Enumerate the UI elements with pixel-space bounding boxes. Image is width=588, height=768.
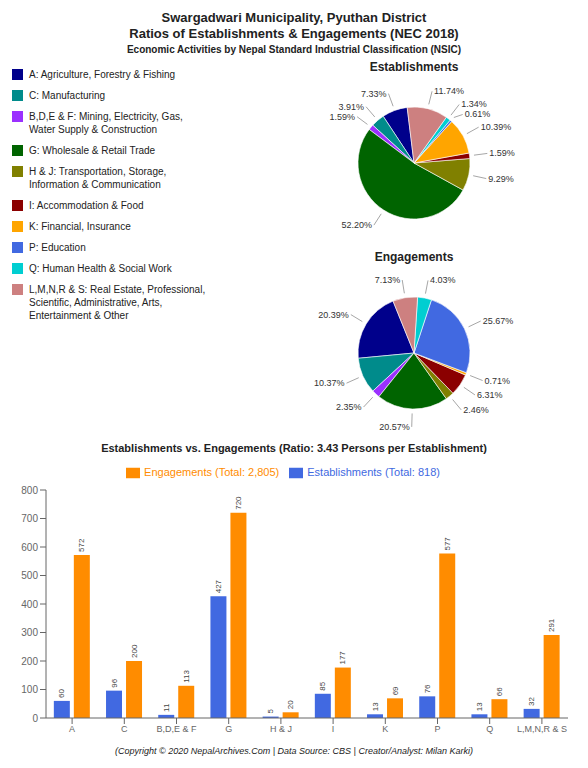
svg-text:7.33%: 7.33%: [361, 89, 387, 99]
html-text:Engagements: Engagements: [374, 250, 454, 264]
svg-text:0.71%: 0.71%: [485, 376, 511, 386]
svg-text:11.74%: 11.74%: [434, 86, 464, 96]
svg-text:25.67%: 25.67%: [483, 316, 514, 326]
svg-text:60: 60: [57, 688, 66, 697]
svg-text:1.59%: 1.59%: [489, 148, 515, 158]
svg-text:6.31%: 6.31%: [477, 390, 503, 400]
svg-text:100: 100: [21, 684, 38, 695]
svg-text:10.37%: 10.37%: [314, 378, 345, 388]
svg-text:C: C: [121, 724, 128, 734]
svg-text:3.91%: 3.91%: [339, 102, 365, 112]
svg-text:L,M,N,R & S: L,M,N,R & S: [517, 724, 567, 734]
svg-text:400: 400: [21, 599, 38, 610]
html-text:B,D,E & F: Mining, Electricity: B,D,E & F: Mining, Electricity, Gas, Wat…: [29, 111, 183, 135]
svg-text:7.13%: 7.13%: [375, 275, 401, 285]
svg-text:9.29%: 9.29%: [488, 174, 514, 184]
svg-text:700: 700: [21, 513, 38, 524]
html-text:G: Wholesale & Retail Trade: G: Wholesale & Retail Trade: [29, 145, 156, 156]
svg-text:69: 69: [391, 686, 400, 695]
svg-text:20: 20: [286, 700, 295, 709]
svg-text:Q: Q: [486, 724, 493, 734]
html-text:Establishments vs. Engagements: Establishments vs. Engagements (Ratio: 3…: [101, 442, 487, 454]
html-text:P: Education: P: Education: [29, 242, 86, 253]
html-text:H & J: Transportation, Storage: H & J: Transportation, Storage, Informat…: [29, 166, 167, 190]
svg-text:96: 96: [110, 678, 119, 687]
svg-text:A: A: [69, 724, 75, 734]
svg-text:177: 177: [338, 651, 347, 665]
svg-text:G: G: [225, 724, 232, 734]
svg-text:32: 32: [527, 696, 536, 705]
svg-text:300: 300: [21, 627, 38, 638]
svg-text:13: 13: [371, 702, 380, 711]
html-text:I: Accommodation & Food: I: Accommodation & Food: [29, 200, 144, 211]
svg-text:1.34%: 1.34%: [461, 99, 487, 109]
svg-text:H & J: H & J: [270, 724, 292, 734]
html-text:Economic Activities by Nepal S: Economic Activities by Nepal Standard In…: [126, 44, 462, 55]
svg-text:76: 76: [423, 684, 432, 693]
svg-text:427: 427: [214, 579, 223, 593]
html-text:L,M,N,R & S: Real Estate, Prof: L,M,N,R & S: Real Estate, Professional, …: [29, 284, 206, 321]
svg-text:10.39%: 10.39%: [481, 122, 512, 132]
svg-text:113: 113: [182, 669, 191, 682]
svg-text:0: 0: [32, 713, 38, 724]
html-text:Establishments: Establishments: [369, 60, 459, 74]
svg-text:800: 800: [21, 485, 38, 496]
svg-text:2.35%: 2.35%: [336, 402, 362, 412]
svg-text:85: 85: [318, 681, 327, 690]
svg-text:66: 66: [495, 687, 504, 696]
svg-text:4.03%: 4.03%: [430, 275, 456, 285]
html-text:Swargadwari Municipality, Pyut: Swargadwari Municipality, Pyuthan Distri…: [129, 10, 459, 41]
svg-text:P: P: [434, 724, 440, 734]
svg-text:B,D,E & F: B,D,E & F: [156, 724, 197, 734]
html-text:K: Financial, Insurance: K: Financial, Insurance: [29, 221, 131, 232]
svg-text:1.59%: 1.59%: [330, 112, 356, 122]
svg-text:5: 5: [266, 709, 275, 714]
svg-text:200: 200: [21, 656, 38, 667]
svg-text:2.46%: 2.46%: [463, 405, 489, 415]
svg-text:I: I: [332, 724, 335, 734]
svg-text:52.20%: 52.20%: [341, 220, 372, 230]
svg-text:K: K: [382, 724, 388, 734]
svg-text:11: 11: [162, 703, 171, 712]
svg-text:720: 720: [234, 496, 243, 510]
svg-text:577: 577: [443, 537, 452, 551]
svg-text:291: 291: [547, 618, 556, 632]
svg-text:200: 200: [130, 644, 139, 658]
svg-text:13: 13: [475, 702, 484, 711]
svg-text:20.57%: 20.57%: [379, 422, 410, 432]
html-text:(Copyright © 2020 NepalArchive: (Copyright © 2020 NepalArchives.Com | Da…: [115, 746, 473, 756]
html-text:C: Manufacturing: C: Manufacturing: [29, 90, 106, 101]
svg-text:572: 572: [77, 538, 86, 552]
svg-text:20.39%: 20.39%: [318, 310, 349, 320]
svg-text:500: 500: [21, 570, 38, 581]
svg-text:600: 600: [21, 542, 38, 553]
html-text:Engagements (Total: 2,805): Engagements (Total: 2,805): [144, 466, 280, 478]
html-text:A: Agriculture, Forestry & Fis: A: Agriculture, Forestry & Fishing: [29, 69, 176, 80]
svg-text:0.61%: 0.61%: [465, 109, 491, 119]
html-text:Establishments (Total: 818): Establishments (Total: 818): [307, 466, 440, 478]
html-text:Q: Human Health & Social Work: Q: Human Health & Social Work: [29, 263, 172, 274]
